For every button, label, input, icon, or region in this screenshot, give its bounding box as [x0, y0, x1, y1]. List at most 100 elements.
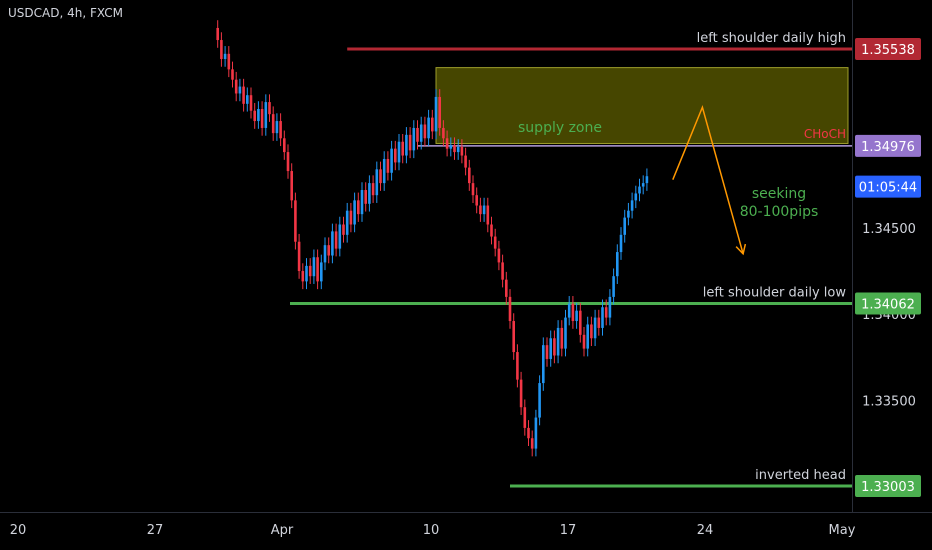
candle-body: [505, 279, 508, 297]
candle-body: [431, 117, 434, 132]
candle-body: [234, 79, 238, 94]
candle-body: [323, 245, 327, 263]
candle-body: [353, 200, 356, 225]
axes: 1.35538 1.34976 01:05:44 1.34062 1.33003: [0, 0, 932, 513]
candle-body: [449, 145, 453, 149]
candle-body: [512, 321, 515, 353]
candle-body: [582, 334, 586, 349]
candle-body: [623, 217, 626, 235]
candle-body: [331, 231, 334, 256]
price-badge-text: 1.34062: [861, 297, 915, 312]
candle-body: [416, 127, 419, 142]
candle-body: [253, 110, 256, 122]
candle-body: [375, 169, 379, 196]
candle-body: [264, 102, 268, 128]
candle-body: [357, 200, 360, 215]
candle-body: [279, 121, 282, 139]
candle-body: [630, 200, 634, 211]
projection-label: 80-100pips: [740, 204, 819, 220]
candle-body: [497, 248, 501, 263]
candle-body: [301, 271, 305, 282]
candle-body: [397, 141, 401, 163]
candle-body: [334, 231, 338, 249]
candle-body: [508, 296, 512, 322]
candle-body: [612, 276, 615, 297]
candle-body: [482, 205, 486, 215]
candle-body: [216, 27, 219, 41]
x-tick-label: Apr: [271, 523, 294, 538]
candle-body: [405, 134, 408, 156]
candle-body: [460, 146, 464, 156]
candle-body: [401, 141, 404, 156]
candle-body: [579, 310, 582, 335]
candle-body: [294, 200, 297, 242]
supply-zone-box: [435, 67, 849, 144]
candle-body: [516, 352, 519, 380]
candle-body: [290, 171, 293, 201]
candle-body: [231, 69, 234, 80]
candle-body: [257, 108, 260, 122]
x-tick-label: 27: [147, 523, 164, 538]
candle-body: [271, 114, 275, 134]
price-badge-text: 1.33003: [861, 480, 915, 495]
candle-body: [634, 193, 638, 201]
price-badge-text: 01:05:44: [859, 181, 917, 196]
candle-body: [597, 317, 601, 328]
candle-body: [220, 40, 223, 59]
candle-body: [249, 95, 253, 111]
projection-path: [672, 104, 744, 254]
candle-body: [368, 183, 371, 204]
candle-body: [223, 53, 227, 59]
candle-body: [268, 102, 271, 115]
candle-body: [586, 324, 589, 349]
supply-zone-layer: [435, 67, 849, 144]
y-tick-label: 1.33500: [862, 394, 916, 409]
candle-body: [486, 205, 490, 225]
candle-body: [530, 438, 534, 449]
projection-arrowhead: [735, 243, 747, 256]
candle-body: [645, 176, 649, 184]
candle-body: [479, 205, 482, 215]
candle-body: [286, 152, 290, 172]
candle-body: [593, 317, 597, 339]
candle-body: [560, 327, 564, 349]
candle-body: [616, 252, 619, 277]
candle-body: [342, 224, 345, 235]
candle-body: [641, 183, 645, 187]
candle-body: [501, 262, 504, 280]
candle-body: [490, 224, 493, 237]
candle-body: [549, 338, 552, 359]
candle-body: [327, 245, 330, 256]
candle-body: [564, 317, 567, 349]
candle-body: [590, 324, 593, 339]
candle-body: [338, 224, 342, 249]
candle-body: [283, 138, 286, 153]
level-label: left shoulder daily high: [697, 31, 846, 46]
candle-body: [556, 327, 560, 356]
price-badge-text: 1.34976: [861, 140, 915, 155]
candle-body: [534, 417, 538, 449]
candle-body: [527, 427, 530, 439]
candle-body: [575, 310, 578, 322]
candles: [216, 20, 649, 457]
candle-body: [390, 148, 393, 173]
candle-body: [371, 183, 375, 196]
candle-body: [627, 210, 630, 218]
candle-body: [464, 155, 467, 168]
candle-body: [419, 124, 423, 142]
candle-body: [445, 138, 449, 149]
candle-body: [553, 338, 556, 356]
candle-body: [608, 296, 612, 318]
candle-body: [571, 303, 575, 322]
candle-body: [379, 169, 382, 184]
x-tick-label: 17: [560, 523, 577, 538]
candle-body: [308, 265, 312, 277]
level-label: left shoulder daily low: [703, 285, 847, 300]
candle-body: [523, 407, 527, 428]
candle-body: [567, 303, 571, 318]
candle-body: [360, 190, 364, 215]
candle-body: [316, 257, 319, 282]
candle-body: [545, 345, 549, 359]
candle-body: [427, 117, 430, 139]
